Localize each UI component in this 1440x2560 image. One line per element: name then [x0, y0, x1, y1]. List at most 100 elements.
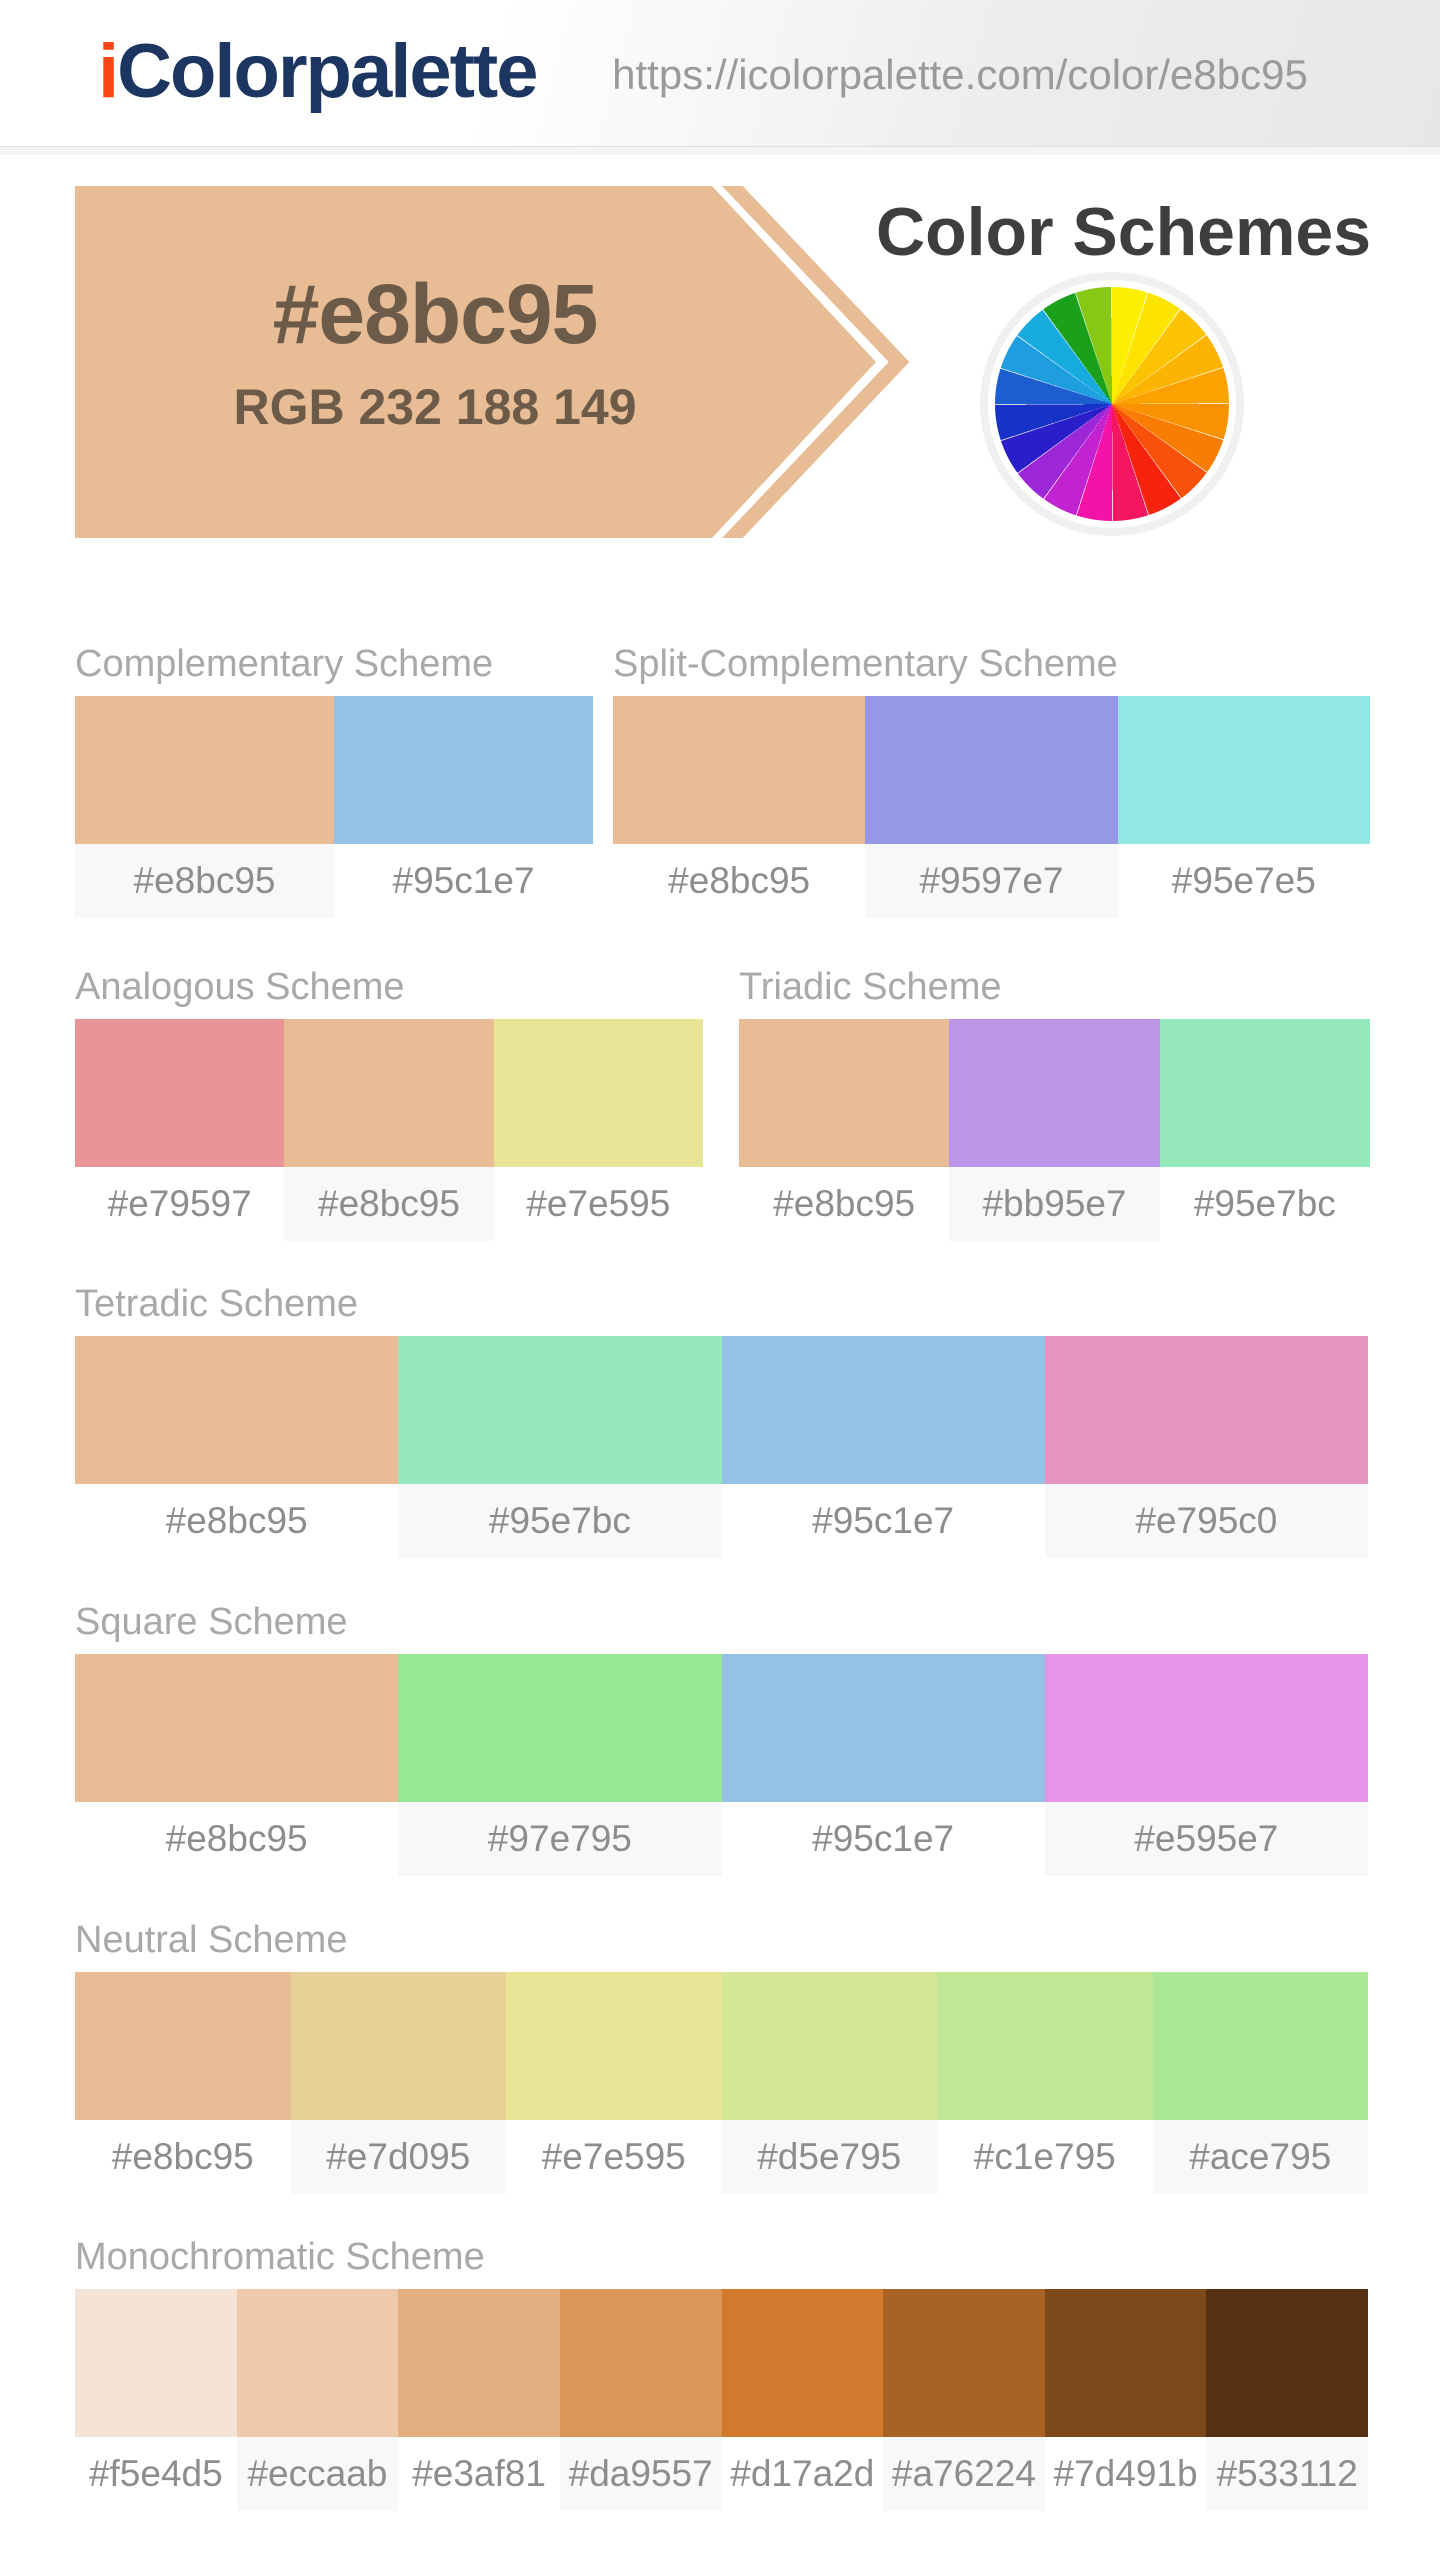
color-hex-label[interactable]: #d5e795: [721, 2120, 937, 2194]
color-swatch[interactable]: [334, 696, 593, 844]
color-hex-label[interactable]: #eccaab: [236, 2437, 399, 2511]
color-swatch[interactable]: [493, 1019, 703, 1167]
header-divider: [0, 147, 1440, 155]
color-swatch[interactable]: [75, 1336, 399, 1484]
logo-text: Colorpalette: [117, 29, 538, 114]
label-row: #f5e4d5 #eccaab #e3af81 #da9557 #d17a2d #a762…: [75, 2437, 1368, 2511]
scheme-title: Complementary Scheme: [75, 643, 494, 685]
label-row: #e8bc95 #e7d095 #e7e595 #d5e795 #c1e795 #ace7…: [75, 2120, 1368, 2194]
color-hex-label[interactable]: #97e795: [398, 1802, 722, 1876]
color-wheel-icon: [995, 287, 1229, 521]
color-hex-label[interactable]: #e7e595: [526, 1183, 671, 1224]
site-logo[interactable]: iColorpalette: [98, 34, 539, 110]
color-swatch[interactable]: [1159, 1019, 1370, 1167]
swatch-row: [75, 1336, 1368, 1484]
color-swatch[interactable]: [1044, 1654, 1368, 1802]
color-hex-label[interactable]: #e595e7: [1044, 1802, 1368, 1876]
color-hex-label[interactable]: #e8bc95: [773, 1183, 916, 1224]
color-swatch[interactable]: [613, 696, 866, 844]
banner-arrow-chevron: [722, 186, 910, 538]
color-swatch[interactable]: [398, 1336, 722, 1484]
color-hex-label[interactable]: #e8bc95: [165, 1818, 308, 1859]
color-hex-label[interactable]: #bb95e7: [949, 1167, 1160, 1241]
color-hex-label[interactable]: #95c1e7: [392, 860, 535, 901]
scheme-title: Square Scheme: [75, 1601, 348, 1643]
color-swatch[interactable]: [506, 1972, 722, 2120]
color-swatch[interactable]: [721, 2289, 884, 2437]
color-swatch[interactable]: [398, 2289, 560, 2437]
scheme-title: Monochromatic Scheme: [75, 2236, 485, 2278]
swatch-row: [75, 2289, 1368, 2437]
color-hex-label[interactable]: #e8bc95: [284, 1167, 494, 1241]
color-swatch[interactable]: [949, 1019, 1160, 1167]
color-swatch[interactable]: [1152, 1972, 1368, 2120]
color-swatch[interactable]: [721, 1654, 1045, 1802]
color-hex-label[interactable]: #d17a2d: [730, 2453, 875, 2494]
color-hex-label[interactable]: #95c1e7: [812, 1818, 955, 1859]
scheme-triadic-scheme: Triadic Scheme #e8bc95 #bb95e7 #95e7bc: [739, 967, 1370, 1241]
page-url: https://icolorpalette.com/color/e8bc95: [612, 51, 1308, 98]
swatch-row: [739, 1019, 1370, 1167]
color-swatch[interactable]: [865, 696, 1118, 844]
color-hex-label[interactable]: #e8bc95: [75, 844, 334, 918]
color-swatch[interactable]: [1206, 2289, 1368, 2437]
scheme-analogous-scheme: Analogous Scheme #e79597 #e8bc95 #e7e595: [75, 967, 703, 1241]
scheme-neutral-scheme: Neutral Scheme #e8bc95 #e7d095 #e7e595 #d5e7…: [75, 1920, 1368, 2194]
color-swatch[interactable]: [75, 2289, 237, 2437]
color-swatch[interactable]: [236, 2289, 399, 2437]
color-hex-label[interactable]: #95e7bc: [1193, 1183, 1336, 1224]
color-hex-label[interactable]: #e79597: [107, 1183, 252, 1224]
color-hex-label[interactable]: #9597e7: [865, 844, 1118, 918]
color-swatch[interactable]: [75, 1019, 285, 1167]
color-swatch[interactable]: [290, 1972, 506, 2120]
color-hex-label[interactable]: #e8bc95: [668, 860, 811, 901]
color-swatch[interactable]: [75, 696, 334, 844]
swatch-row: [75, 1972, 1368, 2120]
color-hex-label[interactable]: #f5e4d5: [88, 2453, 223, 2494]
color-hex-label[interactable]: #e795c0: [1044, 1484, 1368, 1558]
color-hex-label[interactable]: #533112: [1206, 2437, 1368, 2511]
color-swatch[interactable]: [559, 2289, 722, 2437]
color-hex-label[interactable]: #e8bc95: [111, 2136, 254, 2177]
color-hex-label[interactable]: #e3af81: [412, 2453, 546, 2494]
color-swatch[interactable]: [75, 1972, 291, 2120]
color-swatch[interactable]: [1044, 2289, 1207, 2437]
color-swatch[interactable]: [937, 1972, 1153, 2120]
color-hex-label[interactable]: #95e7e5: [1171, 860, 1316, 901]
label-row: #e79597 #e8bc95 #e7e595: [75, 1167, 703, 1241]
color-hex-label[interactable]: #e7d095: [290, 2120, 506, 2194]
color-banner: [75, 186, 910, 538]
swatch-row: [75, 696, 593, 844]
scheme-split-complementary-scheme: Split-Complementary Scheme #e8bc95 #9597e7…: [613, 644, 1370, 918]
color-swatch[interactable]: [284, 1019, 494, 1167]
scheme-title: Analogous Scheme: [75, 966, 405, 1008]
color-swatch[interactable]: [721, 1336, 1045, 1484]
color-hex-label[interactable]: #e8bc95: [165, 1500, 308, 1541]
color-swatch[interactable]: [398, 1654, 722, 1802]
color-hex-label[interactable]: #ace795: [1152, 2120, 1368, 2194]
banner-hex-code: #e8bc95: [272, 267, 599, 361]
color-hex-label[interactable]: #c1e795: [973, 2136, 1116, 2177]
label-row: #e8bc95 #95c1e7: [75, 844, 593, 918]
label-row: #e8bc95 #bb95e7 #95e7bc: [739, 1167, 1370, 1241]
color-swatch[interactable]: [75, 1654, 399, 1802]
color-swatch[interactable]: [721, 1972, 937, 2120]
scheme-complementary-scheme: Complementary Scheme #e8bc95 #95c1e7: [75, 644, 593, 918]
swatch-row: [613, 696, 1370, 844]
banner-rgb-value: RGB 232 188 149: [233, 379, 637, 435]
color-swatch[interactable]: [1044, 1336, 1368, 1484]
color-swatch[interactable]: [1117, 696, 1370, 844]
label-row: #e8bc95 #9597e7 #95e7e5: [613, 844, 1370, 918]
page-title: Color Schemes: [876, 194, 1372, 270]
scheme-title: Triadic Scheme: [739, 966, 1002, 1008]
color-hex-label[interactable]: #da9557: [559, 2437, 722, 2511]
color-hex-label[interactable]: #95e7bc: [398, 1484, 722, 1558]
color-hex-label[interactable]: #e7e595: [541, 2136, 686, 2177]
color-hex-label[interactable]: #95c1e7: [812, 1500, 955, 1541]
color-hex-label[interactable]: #7d491b: [1053, 2453, 1198, 2494]
color-swatch[interactable]: [739, 1019, 950, 1167]
color-hex-label[interactable]: #a76224: [883, 2437, 1045, 2511]
logo-accent-letter: i: [98, 29, 119, 114]
color-swatch[interactable]: [883, 2289, 1045, 2437]
